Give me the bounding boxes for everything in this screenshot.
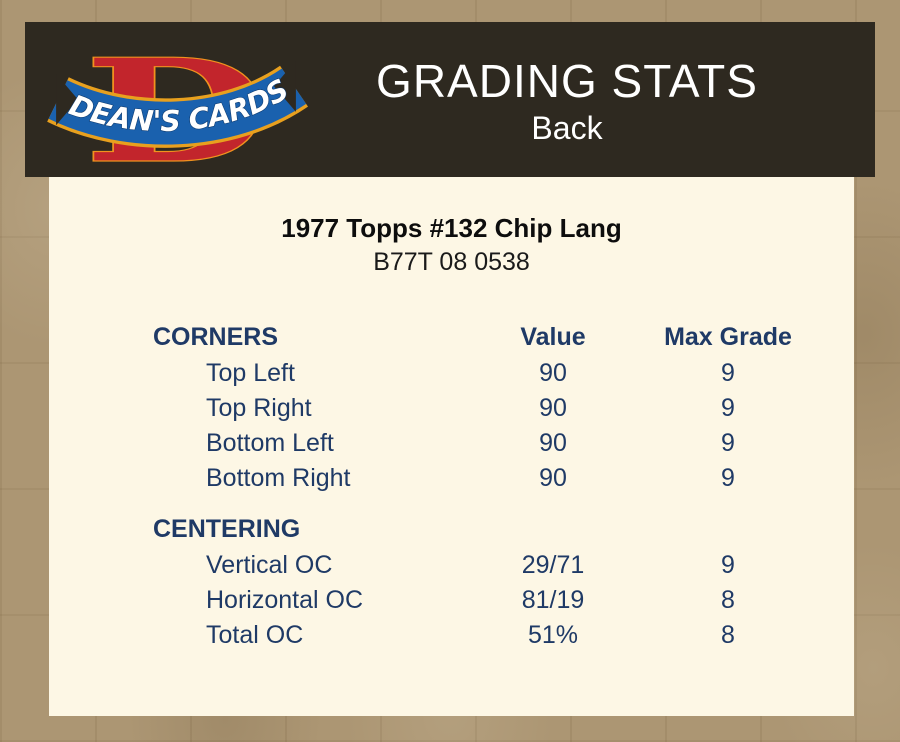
row-value: 90 xyxy=(539,394,567,423)
ribbon-left-notch xyxy=(56,73,78,125)
table-header-row: CORNERS Value Max Grade xyxy=(153,319,854,356)
stat-row-bottom-right: Bottom Right 90 9 xyxy=(153,461,854,496)
header-titles: GRADING STATS Back xyxy=(305,51,875,148)
row-label: Horizontal OC xyxy=(206,586,363,615)
card-title: 1977 Topps #132 Chip Lang xyxy=(281,213,622,243)
row-label: Top Left xyxy=(206,359,295,388)
row-value: 90 xyxy=(539,429,567,458)
page-title: GRADING STATS xyxy=(376,55,758,108)
row-label: Top Right xyxy=(206,394,312,423)
stat-row-vertical-oc: Vertical OC 29/71 9 xyxy=(153,548,854,583)
ribbon-right-notch xyxy=(274,60,296,112)
row-max-grade: 9 xyxy=(721,551,735,580)
stat-row-total-oc: Total OC 51% 8 xyxy=(153,618,854,653)
stat-row-bottom-left: Bottom Left 90 9 xyxy=(153,426,854,461)
grading-stats-panel: 1977 Topps #132 Chip Lang B77T 08 0538 C… xyxy=(49,177,854,716)
row-value: 51% xyxy=(527,621,579,650)
ribbon-band xyxy=(48,67,307,144)
row-max-grade: 9 xyxy=(721,464,735,493)
deans-cards-logo: D DEAN'S CARDS xyxy=(47,27,308,195)
row-value: 29/71 xyxy=(521,551,585,580)
column-header-value: Value xyxy=(520,323,586,352)
section-header-centering: CENTERING xyxy=(153,515,301,544)
row-max-grade: 8 xyxy=(721,586,735,615)
row-label: Vertical OC xyxy=(206,551,333,580)
row-max-grade: 8 xyxy=(721,621,735,650)
row-value: 90 xyxy=(539,359,567,388)
stat-row-top-left: Top Left 90 9 xyxy=(153,356,854,391)
row-label: Bottom Right xyxy=(206,464,351,493)
grading-stats-table: CORNERS Value Max Grade Top Left 90 9 To… xyxy=(49,319,854,653)
header-bar: D DEAN'S CARDS GRADING STATS Back xyxy=(25,22,875,195)
row-max-grade: 9 xyxy=(721,429,735,458)
deans-cards-logo-icon: D DEAN'S CARDS xyxy=(47,27,308,195)
card-serial-number: B77T 08 0538 xyxy=(373,248,530,277)
row-max-grade: 9 xyxy=(721,394,735,423)
section-header-corners: CORNERS xyxy=(153,323,279,352)
row-label: Bottom Left xyxy=(206,429,334,458)
section-header-row: CENTERING xyxy=(153,511,854,548)
stat-row-horizontal-oc: Horizontal OC 81/19 8 xyxy=(153,583,854,618)
row-label: Total OC xyxy=(206,621,304,650)
column-header-max-grade: Max Grade xyxy=(664,323,792,352)
page-subtitle-back: Back xyxy=(531,109,603,146)
row-value: 81/19 xyxy=(521,586,585,615)
row-max-grade: 9 xyxy=(721,359,735,388)
stat-row-top-right: Top Right 90 9 xyxy=(153,391,854,426)
row-value: 90 xyxy=(539,464,567,493)
